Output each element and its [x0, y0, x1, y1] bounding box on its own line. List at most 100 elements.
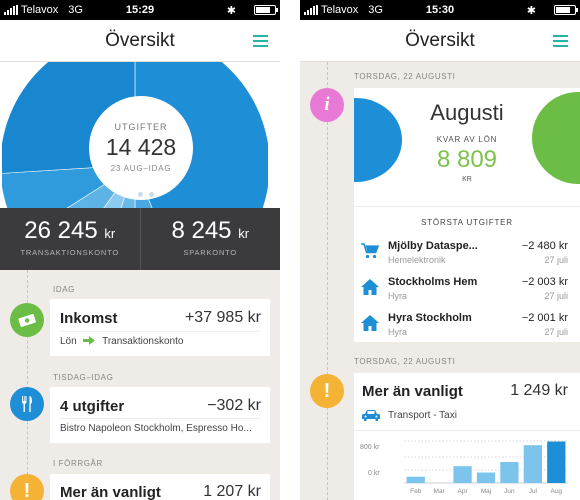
- unusual-spending-bar-chart: Feb Mar Apr Maj Jun Jul Aug: [404, 440, 568, 495]
- largest-expenses-heading: STÖRSTA UTGIFTER: [421, 218, 513, 227]
- bar-apr: [453, 466, 472, 483]
- page-title: Översikt: [405, 30, 475, 51]
- card-title: 4 utgifter: [60, 398, 125, 415]
- spending-period: 23 AUG–IDAG: [110, 164, 172, 173]
- expense-category: Hyra: [388, 327, 408, 337]
- page-dot[interactable]: [126, 192, 132, 197]
- car-icon: [362, 410, 380, 421]
- expense-row[interactable]: Stockholms Hem Hyra −2 003 kr 27 juli: [354, 274, 580, 310]
- expense-date: 27 juli: [544, 255, 568, 265]
- expense-date: 27 juli: [544, 291, 568, 301]
- feed-section-label: TISDAG–IDAG: [53, 373, 114, 382]
- expense-row[interactable]: Mjölby Dataspe... Hemelektronik −2 480 k…: [354, 238, 580, 274]
- arrow-right-icon: [83, 336, 96, 345]
- x-tick-label: Jun: [504, 488, 515, 495]
- spending-summary: UTGIFTER 14 428 23 AUG–IDAG: [89, 96, 193, 200]
- account-balances: 26 245 kr TRANSAKTIONSKONTO 8 245 kr SPA…: [0, 208, 280, 270]
- bar-maj: [476, 472, 496, 483]
- network-type: 3G: [68, 4, 83, 16]
- month-name: Augusti: [430, 100, 504, 125]
- divider: [60, 331, 260, 332]
- remaining-unit: KR: [462, 176, 472, 183]
- month-summary-card[interactable]: Augusti KVAR AV LÖN 8 809 KR: [354, 88, 580, 206]
- x-tick-label: Maj: [481, 488, 491, 495]
- largest-expenses-card: STÖRSTA UTGIFTER Mjölby Dataspe... Hemel…: [354, 206, 580, 342]
- expense-date: 27 juli: [544, 327, 568, 337]
- phone-screen-right: Telavox 3G 15:30 ✱ Översikt TORSDAG, 22 …: [300, 0, 580, 500]
- feed-card-income[interactable]: Inkomst +37 985 kr Lön Transaktionskonto: [50, 299, 270, 356]
- x-tick-label: Apr: [458, 488, 469, 495]
- balance-transaction-account[interactable]: 26 245 kr TRANSAKTIONSKONTO: [0, 208, 140, 270]
- feed-section-label: IDAG: [53, 285, 75, 294]
- divider: [354, 206, 580, 207]
- carrier-name: Telavox: [321, 4, 359, 16]
- network-type: 3G: [368, 4, 383, 16]
- card-title: Mer än vanligt: [60, 484, 161, 500]
- house-icon: [361, 279, 379, 295]
- timeline-line: [27, 270, 28, 500]
- divider: [60, 418, 260, 419]
- expense-name: Mjölby Dataspe...: [388, 240, 478, 252]
- bluetooth-icon: ✱: [526, 4, 536, 17]
- category-label: Transport - Taxi: [388, 410, 457, 421]
- card-title: Mer än vanligt: [362, 383, 463, 400]
- battery-icon: [254, 5, 278, 15]
- expense-row[interactable]: Hyra Stockholm Hyra −2 001 kr 27 juli: [354, 310, 580, 346]
- card-detail: Bistro Napoleon Stockholm, Espresso Ho..…: [60, 423, 252, 434]
- card-amount: 1 207 kr: [203, 483, 261, 500]
- cutlery-icon: [10, 387, 44, 421]
- x-tick-label: Jul: [529, 488, 538, 495]
- signal-icon: [304, 5, 318, 15]
- expense-name: Hyra Stockholm: [388, 312, 472, 324]
- balance-unit: kr: [104, 226, 116, 241]
- y-tick-label: 800 kr: [360, 444, 380, 451]
- bluetooth-icon: ✱: [226, 4, 236, 17]
- y-tick-label: 0 kr: [368, 470, 380, 477]
- page-dot[interactable]: [137, 192, 143, 197]
- spending-pie-panel[interactable]: UTGIFTER 14 428 23 AUG–IDAG: [0, 62, 280, 208]
- balance-amount: 8 245: [171, 217, 232, 244]
- balance-amount: 26 245: [24, 217, 98, 244]
- status-bar: Telavox 3G 15:29 ✱: [0, 0, 280, 20]
- timeline-line: [327, 62, 328, 500]
- balance-unit: kr: [238, 226, 250, 241]
- card-amount: −302 kr: [207, 397, 261, 414]
- bar-jun: [500, 462, 519, 483]
- card-detail: Lön Transaktionskonto: [60, 336, 183, 347]
- feed-date-label: TORSDAG, 22 AUGUSTI: [354, 72, 456, 81]
- unusual-spending-card[interactable]: Mer än vanligt 1 249 kr Transport - Taxi…: [354, 373, 580, 500]
- expense-category: Hyra: [388, 291, 408, 301]
- x-tick-label: Aug: [550, 488, 562, 495]
- card-amount: +37 985 kr: [184, 309, 261, 326]
- hamburger-menu-icon[interactable]: [253, 35, 268, 47]
- expense-category: Hemelektronik: [388, 255, 446, 265]
- income-target: Transaktionskonto: [102, 336, 184, 347]
- exclamation-icon: !: [310, 374, 344, 408]
- info-icon: i: [310, 88, 344, 122]
- page-dot[interactable]: [148, 192, 154, 197]
- page-title: Översikt: [105, 30, 175, 51]
- status-bar: Telavox 3G 15:30 ✱: [300, 0, 580, 20]
- feed-card-unusual[interactable]: Mer än vanligt 1 207 kr: [50, 474, 270, 500]
- hamburger-menu-icon[interactable]: [553, 35, 568, 47]
- cart-icon: [361, 243, 379, 259]
- signal-icon: [4, 5, 18, 15]
- card-title: Inkomst: [60, 310, 118, 327]
- remaining-amount: 8 809: [436, 146, 498, 173]
- balance-savings-account[interactable]: 8 245 kr SPARKONTO: [139, 208, 281, 270]
- divider: [354, 430, 580, 431]
- app-header: Översikt: [0, 20, 280, 62]
- expense-amount: −2 480 kr: [521, 240, 568, 252]
- balance-label: SPARKONTO: [183, 248, 238, 257]
- exclamation-icon: !: [10, 474, 44, 500]
- pie-slice: [103, 164, 136, 208]
- page-indicator[interactable]: [0, 184, 280, 202]
- card-amount: 1 249 kr: [510, 382, 568, 399]
- battery-icon: [554, 5, 578, 15]
- expense-name: Stockholms Hem: [388, 276, 478, 288]
- income-source: Lön: [60, 336, 77, 347]
- house-icon: [361, 315, 379, 331]
- x-tick-label: Mar: [434, 488, 446, 495]
- expense-amount: −2 003 kr: [521, 276, 568, 288]
- feed-card-expenses[interactable]: 4 utgifter −302 kr Bistro Napoleon Stock…: [50, 387, 270, 443]
